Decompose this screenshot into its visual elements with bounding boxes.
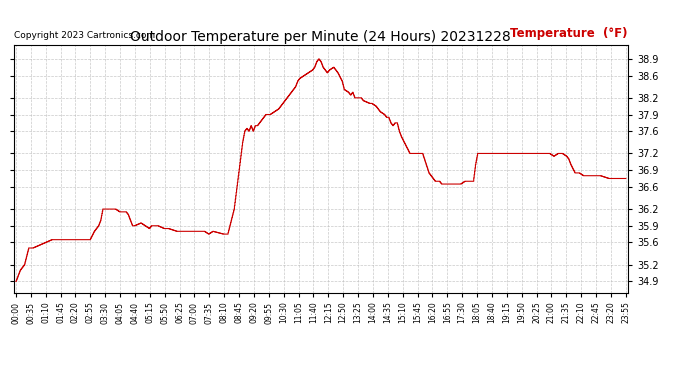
- Text: Temperature  (°F): Temperature (°F): [511, 27, 628, 40]
- Text: Copyright 2023 Cartronics.com: Copyright 2023 Cartronics.com: [14, 31, 155, 40]
- Title: Outdoor Temperature per Minute (24 Hours) 20231228: Outdoor Temperature per Minute (24 Hours…: [130, 30, 511, 44]
